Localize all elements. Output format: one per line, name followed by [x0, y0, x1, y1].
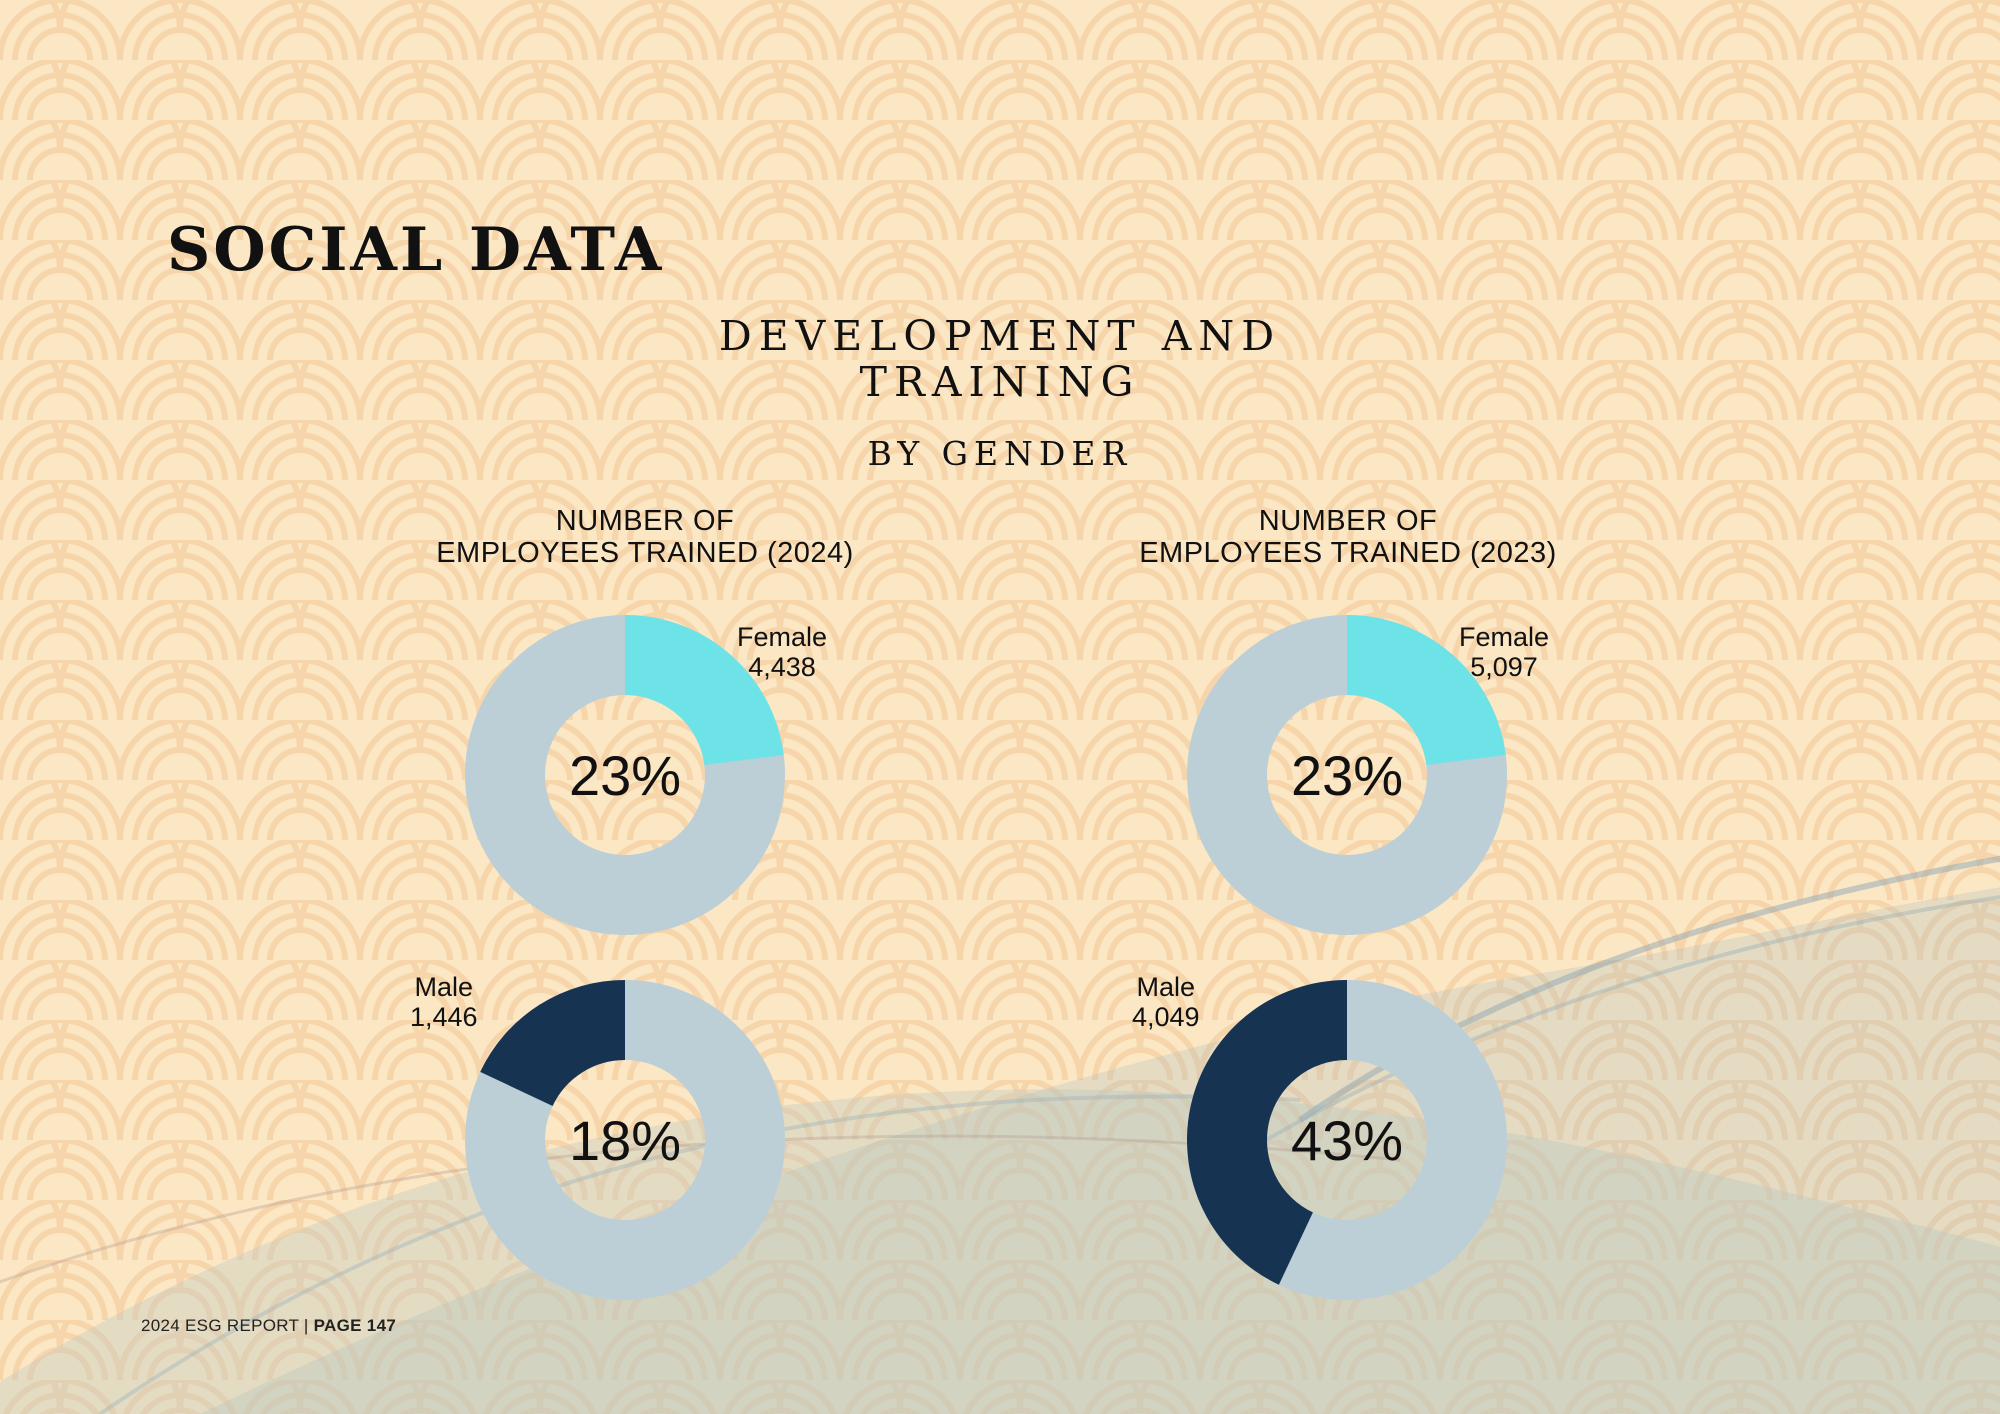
- callout-2023-male: Male 4,049: [1132, 972, 1200, 1032]
- section-subtitle: BY GENDER: [867, 434, 1133, 473]
- percent-label-2023-male: 43%: [1290, 1108, 1404, 1172]
- donut-segment-male-2023: [1187, 980, 1349, 1285]
- donut-2023-female-svg: [1187, 615, 1507, 935]
- donut-2023-male: 43%: [1187, 980, 1507, 1300]
- donut-2024-female-svg: [465, 615, 785, 935]
- donut-2024-male-svg: [465, 980, 785, 1300]
- section-title: DEVELOPMENT AND TRAINING: [600, 313, 1400, 405]
- donut-segment-male-2024: [480, 980, 627, 1108]
- callout-2023-female: Female 5,097: [1459, 622, 1549, 682]
- percent-label-2024-female: 23%: [568, 743, 682, 807]
- callout-2024-female: Female 4,438: [737, 622, 827, 682]
- chart-title-2024: NUMBER OF EMPLOYEES TRAINED (2024): [365, 505, 925, 569]
- chart-title-2024-line1: NUMBER OF: [555, 505, 735, 537]
- page-title: SOCIAL DATA: [167, 215, 665, 285]
- donut-2023-male-svg: [1187, 980, 1507, 1300]
- series-count: 4,438: [748, 652, 816, 682]
- donut-2023-female: 23%: [1187, 615, 1507, 935]
- footer-report: 2024 ESG REPORT |: [141, 1316, 309, 1335]
- percent-label-2024-male: 18%: [568, 1108, 682, 1172]
- series-name: Male: [1136, 972, 1196, 1002]
- series-count: 4,049: [1132, 1002, 1200, 1032]
- series-count: 1,446: [410, 1002, 478, 1032]
- callout-2024-male: Male 1,446: [410, 972, 478, 1032]
- series-name: Female: [737, 622, 828, 652]
- donut-segment-female-2023: [1345, 615, 1506, 767]
- series-name: Female: [1459, 622, 1550, 652]
- chart-title-2023-line1: NUMBER OF: [1258, 505, 1438, 537]
- percent-label-2023-female: 23%: [1290, 743, 1404, 807]
- series-count: 5,097: [1470, 652, 1538, 682]
- chart-title-2023: NUMBER OF EMPLOYEES TRAINED (2023): [1068, 505, 1628, 569]
- chart-title-2024-line2: EMPLOYEES TRAINED (2024): [436, 537, 854, 569]
- section-title-line2: TRAINING: [859, 358, 1141, 406]
- donut-segment-female-2024: [623, 615, 784, 767]
- section-title-line1: DEVELOPMENT AND: [718, 312, 1282, 360]
- footer: 2024 ESG REPORT | PAGE 147: [141, 1316, 396, 1336]
- chart-title-2023-line2: EMPLOYEES TRAINED (2023): [1139, 537, 1557, 569]
- donut-2024-male: 18%: [465, 980, 785, 1300]
- donut-2024-female: 23%: [465, 615, 785, 935]
- series-name: Male: [414, 972, 474, 1002]
- footer-page-number: PAGE 147: [313, 1316, 397, 1335]
